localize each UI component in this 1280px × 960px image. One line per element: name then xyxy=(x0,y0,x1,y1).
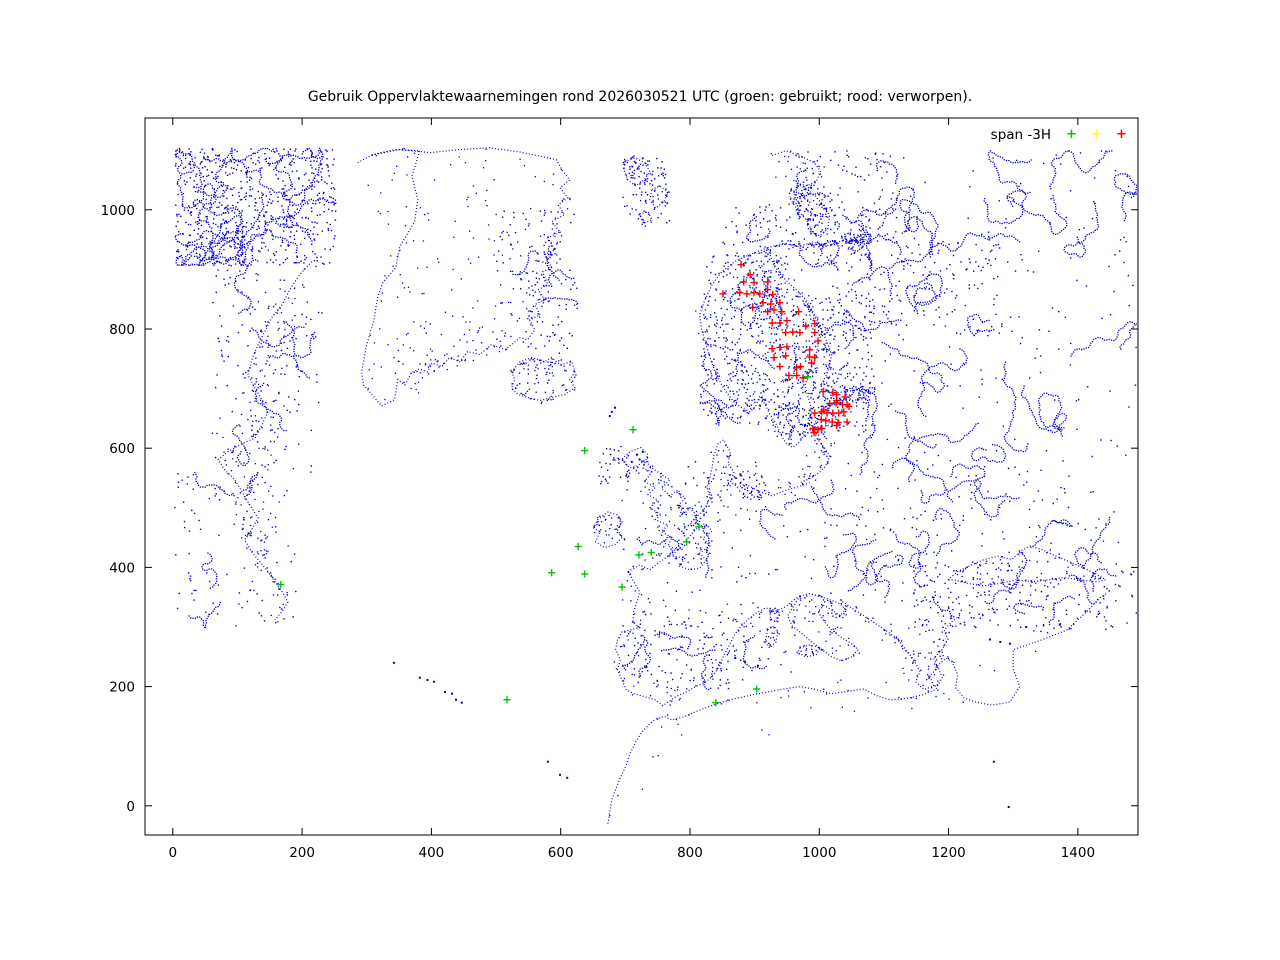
coastfuzz-black-sea xyxy=(956,550,1100,588)
noise-aegean xyxy=(913,561,1021,634)
chart-title: Gebruik Oppervlaktewaarnemingen rond 202… xyxy=(307,89,973,105)
coastfuzz-finland-baltic xyxy=(798,303,870,486)
noise-central-europe xyxy=(621,484,829,688)
series-verworpen xyxy=(719,261,853,437)
coastfuzz-finnmark-coast xyxy=(769,239,870,251)
axis-ticks xyxy=(145,118,1138,835)
noise-arctic-canada xyxy=(174,147,337,266)
coastfuzz-great-britain xyxy=(626,456,713,570)
coastline-baffin-labrador xyxy=(217,261,313,621)
coastfuzz-north-africa-levant xyxy=(609,598,1105,817)
coastline-svalbard-b xyxy=(649,185,669,209)
coastfuzz-greenland xyxy=(367,147,571,401)
coastline-finland-baltic xyxy=(799,301,871,484)
noise-norway-fjords xyxy=(699,252,782,426)
coastline-iceland xyxy=(510,356,576,402)
coastline-corsica xyxy=(768,607,781,623)
noise-denmark-isles xyxy=(733,472,765,499)
coastfuzz-kola-white-sea xyxy=(770,150,833,238)
noise-white-sea-noise xyxy=(793,150,899,241)
coastfuzz-ireland xyxy=(593,514,626,544)
noise-scottish-isles xyxy=(598,445,631,485)
plot-border xyxy=(144,117,1139,836)
island-dots xyxy=(392,406,1061,808)
coastfuzz-corsica xyxy=(769,607,780,623)
coastline-greenland xyxy=(357,147,571,407)
coastfuzz-channel-lowlands-denmark xyxy=(641,445,793,571)
coastfuzz-baffin-labrador xyxy=(222,268,305,623)
noise-svalbard-noise xyxy=(622,156,671,224)
noise-baffin-fjords xyxy=(211,261,323,473)
coastline-north-africa-levant xyxy=(607,592,1108,824)
noise-barents-coast xyxy=(722,204,873,271)
coastline-balkan-greece xyxy=(839,599,961,691)
coastline-channel-lowlands-denmark xyxy=(627,438,810,573)
series-gebruikt xyxy=(277,373,812,707)
coastfuzz-france-iberia-med xyxy=(613,571,801,706)
legend-marker-gebruikt: + xyxy=(1066,127,1077,142)
noise-uk-interior xyxy=(632,461,710,568)
coastline-svalbard-c xyxy=(639,210,653,225)
noise-iceland-inner xyxy=(516,359,567,395)
legend: span -3H + + + xyxy=(990,127,1127,143)
coastline-france-iberia-med xyxy=(614,571,801,707)
coastline-sicily xyxy=(797,644,821,658)
coastfuzz-scandinavia xyxy=(695,246,824,445)
coastfuzz-sardinia xyxy=(763,626,780,647)
legend-marker-verworpen: + xyxy=(1116,127,1127,142)
coastline-sardinia xyxy=(764,624,779,649)
noise-turkey-caucasus xyxy=(1013,568,1137,634)
coastfuzz-svalbard-a xyxy=(622,155,654,185)
coastline-great-britain xyxy=(621,446,713,571)
coastfuzz-svalbard-b xyxy=(652,185,670,210)
coastfuzz-balkan-greece xyxy=(840,599,957,692)
noise-east-europe-rivers xyxy=(819,436,1073,605)
noise-russia-rivers xyxy=(858,150,1137,569)
map-layer xyxy=(174,147,1137,824)
coastfuzz-sicily xyxy=(796,644,822,656)
coastline-italy xyxy=(786,592,859,662)
coastfuzz-italy xyxy=(791,594,860,661)
coastline-black-sea xyxy=(947,545,1108,587)
axis-tick-labels: 0 200 400 600 800 1000 1200 1400020040060080010… xyxy=(101,203,1095,861)
legend-label: span -3H xyxy=(990,127,1051,143)
noise-greenland-east-fringe xyxy=(496,209,579,354)
noise-labrador xyxy=(174,472,297,629)
legend-marker-twijfel: + xyxy=(1091,127,1102,142)
coastfuzz-iceland xyxy=(510,358,577,404)
noise-karelia xyxy=(826,233,1003,337)
noise-sweden-finland-lakes xyxy=(780,293,876,438)
coastline-ireland xyxy=(592,511,623,549)
noise-iberia-interior xyxy=(622,609,736,691)
coastfuzz-svalbard-c xyxy=(638,210,652,227)
